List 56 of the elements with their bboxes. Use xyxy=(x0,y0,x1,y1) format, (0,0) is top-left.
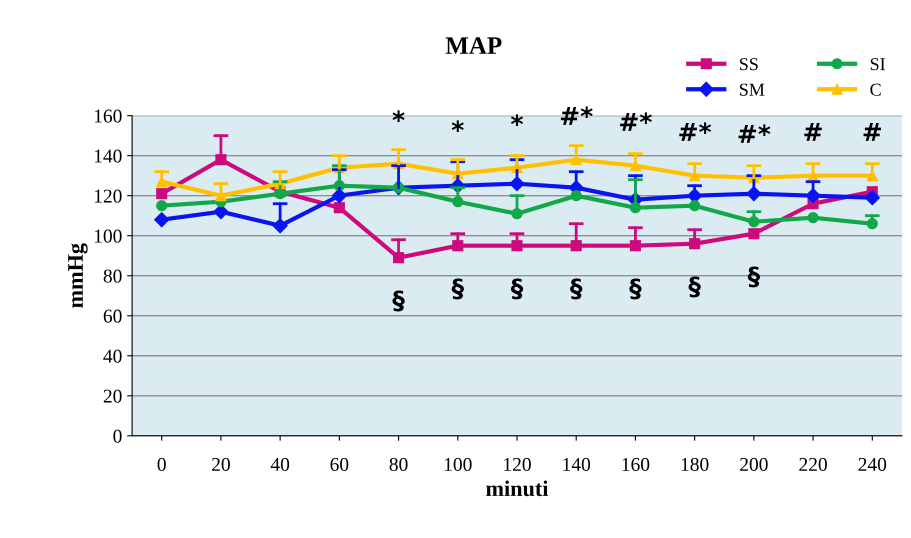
annotation: #* xyxy=(738,124,770,143)
point xyxy=(570,240,582,252)
chart-title: MAP xyxy=(446,37,502,54)
annotation: § xyxy=(748,266,760,288)
annotation: § xyxy=(570,278,582,300)
point xyxy=(156,200,168,212)
annotation: #* xyxy=(560,106,593,125)
y-tick-label: 160 xyxy=(94,109,122,123)
x-tick-label: 220 xyxy=(799,458,827,471)
x-tick-label: 100 xyxy=(444,458,472,471)
annotation: # xyxy=(864,122,882,141)
annotation: § xyxy=(688,276,701,298)
x-tick-label: 20 xyxy=(212,458,230,471)
x-tick-label: 120 xyxy=(504,458,531,471)
x-tick-label: 80 xyxy=(390,458,408,471)
point xyxy=(808,212,819,224)
point xyxy=(864,190,880,206)
y-tick-label: 120 xyxy=(94,190,122,203)
point xyxy=(689,200,700,212)
legend-label: SM xyxy=(740,84,764,96)
x-tick-label: 160 xyxy=(622,458,650,471)
x-tick-label: 180 xyxy=(682,458,708,471)
annotation: #* xyxy=(679,122,712,141)
x-tick-label: 0 xyxy=(158,458,166,471)
x-tick-label: 40 xyxy=(270,458,290,471)
x-tick-label: 240 xyxy=(858,458,886,471)
x-tick-label: 200 xyxy=(740,458,768,471)
annotation: * xyxy=(392,110,405,122)
annotation: #* xyxy=(620,112,652,131)
legend-label: C xyxy=(870,84,881,96)
y-tick-label: 140 xyxy=(94,150,122,163)
annotation: § xyxy=(452,278,464,300)
annotation: # xyxy=(804,122,822,141)
point xyxy=(748,228,760,240)
annotation: § xyxy=(392,290,405,312)
annotation: * xyxy=(452,120,464,132)
point xyxy=(156,188,168,200)
point xyxy=(154,212,170,228)
legend-label: SI xyxy=(870,58,886,70)
point xyxy=(570,190,582,202)
annotation: § xyxy=(510,278,524,300)
legend-label: SS xyxy=(740,58,758,70)
x-axis-title: minuti xyxy=(486,480,548,496)
y-tick-label: 40 xyxy=(103,350,122,363)
annotation: § xyxy=(629,278,642,300)
y-tick-label: 20 xyxy=(104,390,122,403)
y-tick-label: 100 xyxy=(94,230,122,243)
y-tick-label: 0 xyxy=(113,430,122,443)
x-tick-label: 60 xyxy=(330,458,348,471)
x-tick-label: 140 xyxy=(563,458,590,471)
annotation: * xyxy=(510,114,524,126)
y-axis-title: mmHg xyxy=(68,243,88,308)
point xyxy=(452,240,464,252)
point xyxy=(334,202,345,214)
y-tick-label: 60 xyxy=(104,310,122,323)
y-tick-label: 80 xyxy=(104,270,122,283)
